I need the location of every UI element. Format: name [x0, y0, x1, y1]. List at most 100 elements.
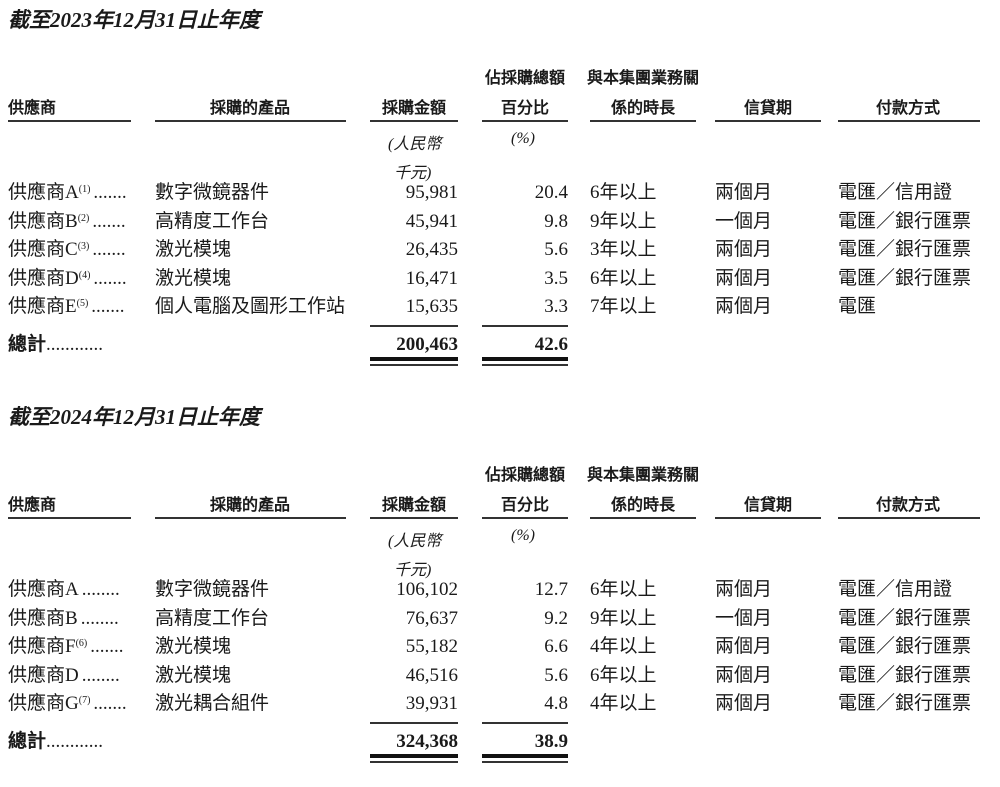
subtotal-rule — [482, 325, 568, 327]
supplier-name: 供應商A — [8, 182, 79, 203]
leader-dots: ............ — [46, 731, 104, 752]
table-row: 供應商E(5)....... 個人電腦及圖形工作站 15,635 3.3 7年以上 兩個月… — [0, 295, 1000, 321]
header-percent-line2: 百分比 — [500, 100, 549, 117]
product-cell: 激光模塊 — [155, 636, 232, 657]
total-row: 總計............ 324,368 38.9 — [0, 730, 1000, 756]
supplier-name-cell: 供應商A........ — [8, 578, 120, 602]
header-amount: 採購金額 — [381, 100, 446, 117]
leader-dots: ........ — [80, 607, 119, 629]
percent-cell: 3.5 — [544, 267, 568, 289]
section-title: 截至2024年12月31日止年度 — [8, 405, 260, 429]
footnote-marker: (6) — [75, 638, 88, 649]
header-underline — [838, 120, 980, 122]
header-product: 採購的產品 — [209, 100, 290, 117]
header-underline — [482, 120, 568, 122]
table-row: 供應商F(6)....... 激光模塊 55,182 6.6 4年以上 兩個月 電匯／銀行匯… — [0, 635, 1000, 661]
unit-amount-line1: (人民幣 — [388, 136, 442, 153]
supplier-name: 供應商D — [8, 267, 79, 289]
product-cell: 激光耦合組件 — [155, 693, 270, 714]
credit-cell: 兩個月 — [715, 664, 773, 686]
header-underline — [155, 120, 346, 122]
header-underline — [8, 517, 131, 519]
leader-dots: ....... — [92, 210, 126, 232]
header-credit: 信貸期 — [743, 497, 792, 514]
total-label: 總計 — [8, 731, 47, 752]
product-cell: 激光模塊 — [155, 267, 232, 289]
percent-cell: 12.7 — [534, 579, 568, 600]
product-cell: 數字微鏡器件 — [155, 182, 270, 203]
total-label-cell: 總計............ — [8, 333, 103, 357]
tenure-cell: 4年以上 — [590, 636, 657, 657]
credit-cell: 兩個月 — [715, 267, 773, 289]
unit-percent: (%) — [511, 130, 535, 147]
header-supplier: 供應商 — [8, 100, 57, 117]
tenure-cell: 6年以上 — [590, 267, 657, 289]
leader-dots: ........ — [81, 664, 120, 686]
leader-dots: ....... — [93, 182, 127, 203]
leader-dots: ............ — [46, 334, 104, 355]
leader-dots: ........ — [81, 579, 120, 600]
supplier-name-cell: 供應商D(4)....... — [8, 267, 127, 291]
table-row: 供應商D........ 激光模塊 46,516 5.6 6年以上 兩個月 電匯／銀行匯票 — [0, 664, 1000, 690]
amount-cell: 76,637 — [405, 607, 458, 629]
header-supplier: 供應商 — [8, 497, 57, 514]
payment-cell: 電匯／銀行匯票 — [838, 267, 972, 289]
payment-cell: 電匯 — [838, 296, 877, 317]
amount-cell: 106,102 — [396, 579, 458, 600]
leader-dots: ....... — [92, 239, 126, 260]
supplier-name-cell: 供應商D........ — [8, 664, 120, 688]
amount-cell: 45,941 — [405, 210, 458, 232]
tenure-cell: 9年以上 — [590, 607, 657, 629]
tenure-cell: 7年以上 — [590, 296, 657, 317]
header-tenure-line1: 與本集團業務關 — [586, 467, 699, 484]
supplier-name-cell: 供應商A(1)....... — [8, 181, 127, 205]
double-underline — [370, 364, 458, 366]
header-payment: 付款方式 — [875, 100, 940, 117]
header-percent-line2: 百分比 — [500, 497, 549, 514]
header-amount: 採購金額 — [381, 497, 446, 514]
total-row: 總計............ 200,463 42.6 — [0, 333, 1000, 359]
double-underline — [482, 364, 568, 366]
header-percent-line1: 佔採購總額 — [484, 467, 565, 484]
unit-percent: (%) — [511, 527, 535, 544]
unit-amount-line2: 千元) — [394, 562, 432, 579]
product-cell: 高精度工作台 — [155, 607, 270, 629]
credit-cell: 兩個月 — [715, 182, 773, 203]
credit-cell: 一個月 — [715, 210, 773, 232]
payment-cell: 電匯／信用證 — [838, 579, 953, 600]
supplier-name: 供應商F — [8, 636, 76, 657]
subtotal-rule — [370, 722, 458, 724]
percent-cell: 4.8 — [544, 693, 568, 714]
leader-dots: ....... — [91, 296, 125, 317]
payment-cell: 電匯／銀行匯票 — [838, 693, 972, 714]
amount-cell: 26,435 — [405, 239, 458, 260]
amount-cell: 55,182 — [405, 636, 458, 657]
header-underline — [838, 517, 980, 519]
table-section: 截至2023年12月31日止年度 供應商 採購的產品 採購金額 佔採購總額 百分比 與本集團… — [0, 0, 1000, 390]
product-cell: 個人電腦及圖形工作站 — [155, 296, 346, 317]
footnote-marker: (7) — [78, 695, 91, 706]
tenure-cell: 3年以上 — [590, 239, 657, 260]
footnote-marker: (3) — [77, 241, 90, 252]
percent-cell: 3.3 — [544, 296, 568, 317]
table-row: 供應商G(7)....... 激光耦合組件 39,931 4.8 4年以上 兩個月 電匯／銀… — [0, 692, 1000, 718]
supplier-name-cell: 供應商G(7)....... — [8, 692, 127, 716]
credit-cell: 兩個月 — [715, 579, 773, 600]
unit-amount-line1: (人民幣 — [388, 533, 442, 550]
supplier-name: 供應商A — [8, 579, 79, 600]
percent-cell: 9.2 — [544, 607, 568, 629]
tenure-cell: 6年以上 — [590, 182, 657, 203]
supplier-name: 供應商C — [8, 239, 78, 260]
header-tenure-line1: 與本集團業務關 — [586, 70, 699, 87]
footnote-marker: (4) — [78, 269, 91, 281]
supplier-name-cell: 供應商B(2)....... — [8, 210, 126, 234]
table-row: 供應商B........ 高精度工作台 76,637 9.2 9年以上 一個月 電匯／銀行匯… — [0, 607, 1000, 633]
leader-dots: ....... — [90, 636, 124, 657]
header-tenure-line2: 係的時長 — [610, 497, 675, 514]
supplier-name-cell: 供應商C(3)....... — [8, 238, 126, 262]
double-underline — [482, 357, 568, 361]
supplier-name: 供應商B — [8, 607, 78, 629]
product-cell: 數字微鏡器件 — [155, 579, 270, 600]
subtotal-rule — [370, 325, 458, 327]
double-underline — [482, 761, 568, 763]
